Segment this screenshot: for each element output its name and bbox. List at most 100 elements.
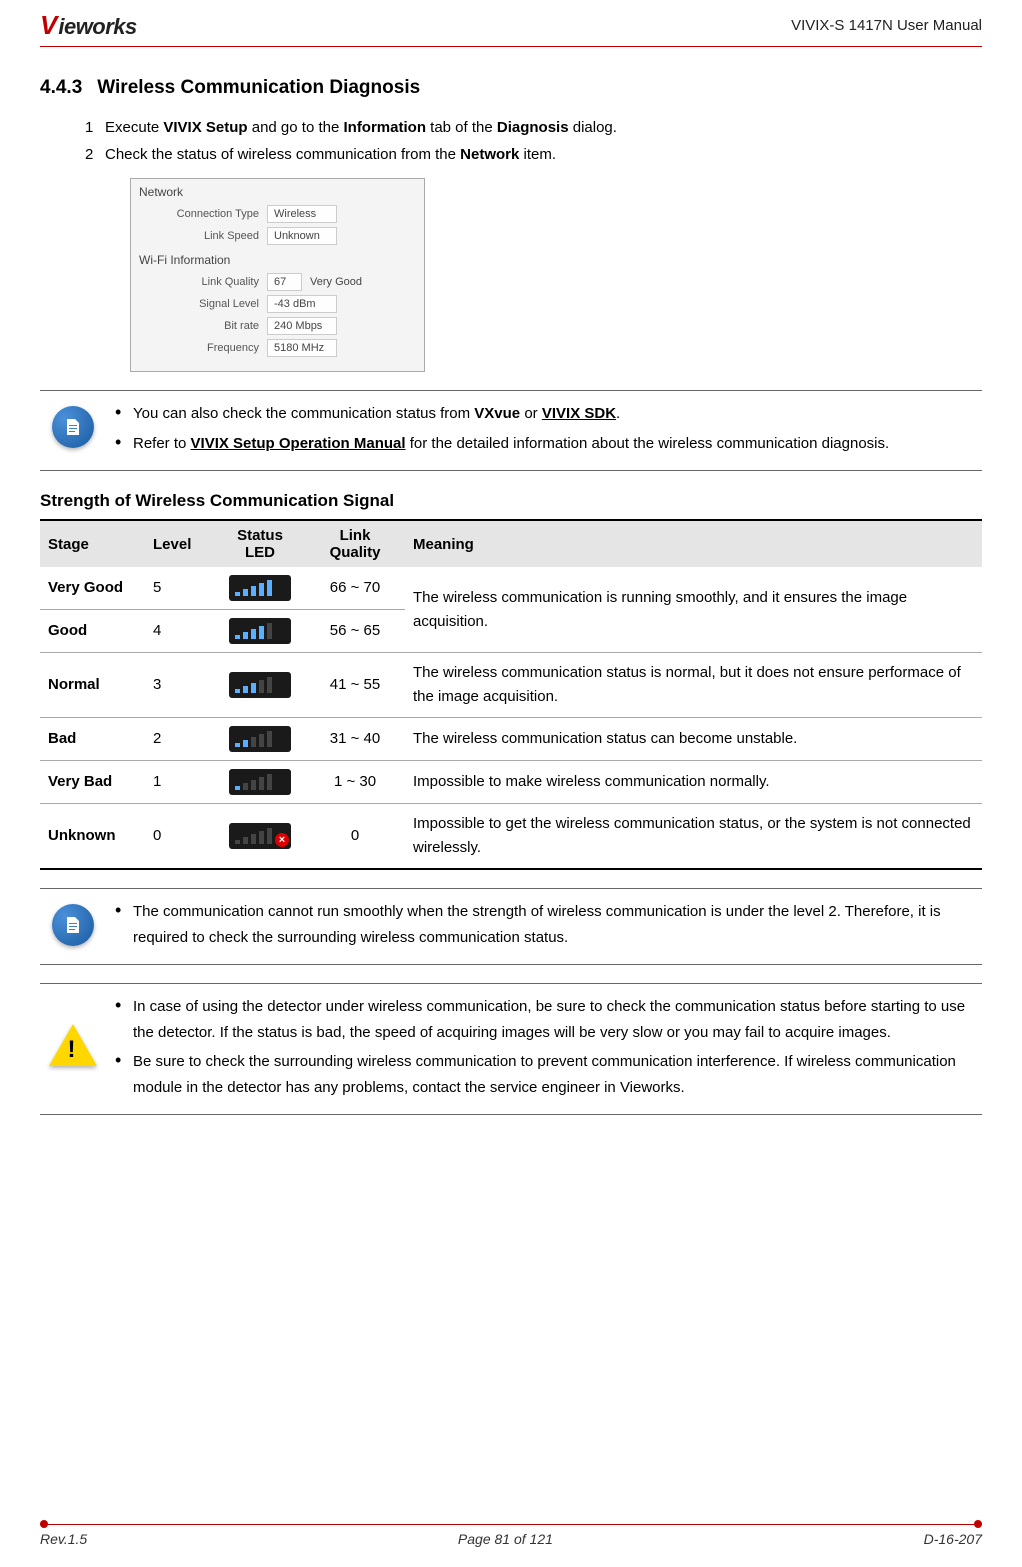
footer-page: Page 81 of 121	[458, 1531, 553, 1547]
note-bullet: Refer to VIVIX Setup Operation Manual fo…	[115, 431, 977, 457]
footer-dot-icon	[40, 1520, 48, 1528]
screenshot-row-bit-rate: Bit rate 240 Mbps	[174, 317, 416, 335]
th-meaning: Meaning	[405, 520, 982, 567]
cell-meaning: Impossible to make wireless communicatio…	[405, 761, 982, 804]
cell-meaning: The wireless communication is running sm…	[405, 567, 982, 653]
screenshot-row-conn-type: Connection Type Wireless	[159, 205, 416, 223]
cell-status-led	[215, 610, 305, 653]
th-link-quality: Link Quality	[305, 520, 405, 567]
note-bullet: You can also check the communication sta…	[115, 401, 977, 427]
th-stage: Stage	[40, 520, 145, 567]
note-bullet: Be sure to check the surrounding wireles…	[115, 1049, 977, 1100]
note-content: In case of using the detector under wire…	[115, 994, 977, 1104]
note-content: The communication cannot run smoothly wh…	[115, 899, 977, 954]
cell-level: 5	[145, 567, 215, 610]
led-indicator-icon	[229, 726, 291, 752]
subheading-signal-strength: Strength of Wireless Communication Signa…	[40, 491, 982, 511]
table-row: Bad231 ~ 40The wireless communication st…	[40, 718, 982, 761]
note-bullet: The communication cannot run smoothly wh…	[115, 899, 977, 950]
screenshot-row-signal-level: Signal Level -43 dBm	[174, 295, 416, 313]
led-indicator-icon	[229, 618, 291, 644]
cell-stage: Good	[40, 610, 145, 653]
cell-link-quality: 31 ~ 40	[305, 718, 405, 761]
table-row: Very Good566 ~ 70The wireless communicat…	[40, 567, 982, 610]
cell-status-led	[215, 761, 305, 804]
logo-v: V	[40, 10, 56, 41]
screenshot-row-link-quality: Link Quality 67 Very Good	[174, 273, 416, 291]
step-text: Execute VIVIX Setup and go to the Inform…	[105, 114, 617, 141]
footer-doc-num: D-16-207	[924, 1531, 982, 1547]
cell-link-quality: 1 ~ 30	[305, 761, 405, 804]
field-label: Connection Type	[159, 208, 259, 220]
field-value: 67	[267, 273, 302, 291]
field-label: Bit rate	[174, 320, 259, 332]
cell-link-quality: 0	[305, 804, 405, 870]
table-row: Unknown0×0Impossible to get the wireless…	[40, 804, 982, 870]
document-title: VIVIX-S 1417N User Manual	[791, 17, 982, 34]
cell-stage: Normal	[40, 653, 145, 718]
cell-status-led: ×	[215, 804, 305, 870]
th-status-led: Status LED	[215, 520, 305, 567]
field-value: 5180 MHz	[267, 339, 337, 357]
cell-link-quality: 66 ~ 70	[305, 567, 405, 610]
screenshot-row-frequency: Frequency 5180 MHz	[174, 339, 416, 357]
th-level: Level	[145, 520, 215, 567]
cell-status-led	[215, 567, 305, 610]
cell-level: 2	[145, 718, 215, 761]
step-text: Check the status of wireless communicati…	[105, 141, 556, 168]
warning-note: In case of using the detector under wire…	[40, 983, 982, 1115]
footer-dot-icon	[974, 1520, 982, 1528]
screenshot-section-wifi: Wi-Fi Information	[139, 253, 416, 267]
step-number: 2	[85, 141, 97, 168]
field-value: -43 dBm	[267, 295, 337, 313]
info-note-2: The communication cannot run smoothly wh…	[40, 888, 982, 965]
cell-link-quality: 56 ~ 65	[305, 610, 405, 653]
led-indicator-icon	[229, 672, 291, 698]
cell-meaning: Impossible to get the wireless communica…	[405, 804, 982, 870]
table-row: Normal3 41 ~ 55The wireless communication…	[40, 653, 982, 718]
led-indicator-icon	[229, 575, 291, 601]
cell-level: 4	[145, 610, 215, 653]
warning-icon	[45, 1024, 100, 1066]
info-icon	[45, 406, 100, 448]
field-label: Signal Level	[174, 298, 259, 310]
note-bullet: In case of using the detector under wire…	[115, 994, 977, 1045]
section-heading: 4.4.3 Wireless Communication Diagnosis	[40, 77, 982, 99]
screenshot-section-network: Network	[139, 185, 416, 199]
cell-meaning: The wireless communication status is nor…	[405, 653, 982, 718]
led-indicator-icon: ×	[229, 823, 291, 849]
field-value: Unknown	[267, 227, 337, 245]
field-label: Link Quality	[174, 276, 259, 288]
field-extra: Very Good	[310, 276, 362, 288]
cell-level: 0	[145, 804, 215, 870]
field-value: Wireless	[267, 205, 337, 223]
cell-status-led	[215, 718, 305, 761]
cell-status-led	[215, 653, 305, 718]
field-label: Frequency	[174, 342, 259, 354]
table-row: Very Bad1 1 ~ 30Impossible to make wirele…	[40, 761, 982, 804]
info-icon	[45, 904, 100, 946]
network-screenshot: Network Connection Type Wireless Link Sp…	[130, 178, 425, 372]
section-title: Wireless Communication Diagnosis	[97, 77, 420, 99]
logo-text: ieworks	[58, 14, 136, 40]
info-note-1: You can also check the communication sta…	[40, 390, 982, 471]
cell-stage: Very Bad	[40, 761, 145, 804]
cell-link-quality: 41 ~ 55	[305, 653, 405, 718]
step-number: 1	[85, 114, 97, 141]
field-value: 240 Mbps	[267, 317, 337, 335]
instruction-step-2: 2 Check the status of wireless communica…	[85, 141, 982, 168]
brand-logo: Vieworks	[40, 10, 137, 41]
instruction-step-1: 1 Execute VIVIX Setup and go to the Info…	[85, 114, 982, 141]
note-content: You can also check the communication sta…	[115, 401, 977, 460]
led-indicator-icon	[229, 769, 291, 795]
section-number: 4.4.3	[40, 77, 82, 99]
cell-level: 3	[145, 653, 215, 718]
cell-stage: Very Good	[40, 567, 145, 610]
footer-rev: Rev.1.5	[40, 1531, 87, 1547]
screenshot-row-link-speed: Link Speed Unknown	[159, 227, 416, 245]
cell-level: 1	[145, 761, 215, 804]
page-header: Vieworks VIVIX-S 1417N User Manual	[40, 0, 982, 47]
cell-stage: Bad	[40, 718, 145, 761]
page-footer: Rev.1.5 Page 81 of 121 D-16-207	[40, 1524, 982, 1547]
signal-strength-table: Stage Level Status LED Link Quality Mean…	[40, 519, 982, 870]
